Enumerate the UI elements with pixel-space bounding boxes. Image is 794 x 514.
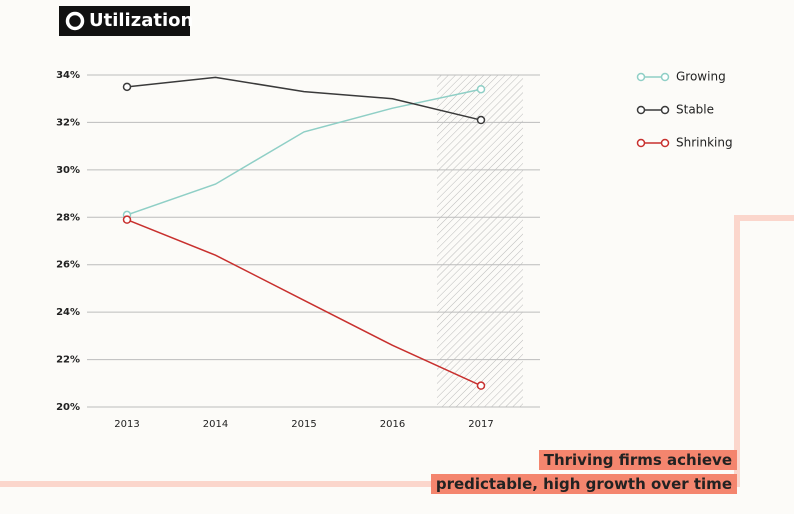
annotation: predictable, high growth over time bbox=[430, 474, 737, 494]
y-tick-label: 22% bbox=[56, 355, 80, 366]
y-tick-label: 30% bbox=[56, 165, 80, 176]
legend-marker bbox=[636, 105, 646, 115]
y-tick-label: 32% bbox=[56, 117, 80, 128]
legend-marker bbox=[660, 72, 670, 82]
chart-title: Utilization bbox=[89, 10, 193, 31]
series-line bbox=[126, 218, 482, 387]
point-marker bbox=[476, 381, 486, 390]
forecast-shade bbox=[437, 75, 523, 407]
series-line bbox=[126, 88, 482, 216]
point-marker bbox=[476, 84, 486, 94]
x-tick-label: 2014 bbox=[203, 419, 228, 430]
x-tick-label: 2013 bbox=[114, 419, 139, 430]
legend-marker bbox=[660, 105, 670, 115]
decor-line bbox=[0, 215, 794, 487]
legend-marker bbox=[660, 138, 670, 148]
point-marker bbox=[122, 82, 132, 92]
y-tick-label: 26% bbox=[56, 260, 80, 271]
x-tick-label: 2015 bbox=[291, 419, 316, 430]
title-icon bbox=[65, 11, 85, 31]
series-line bbox=[126, 76, 482, 121]
y-tick-label: 34% bbox=[56, 70, 80, 81]
legend-label: Shrinking bbox=[676, 136, 733, 150]
y-tick-label: 28% bbox=[56, 212, 80, 223]
point-marker bbox=[476, 115, 486, 125]
y-tick-label: 20% bbox=[56, 402, 80, 413]
legend-label: Stable bbox=[676, 103, 714, 117]
y-tick-label: 24% bbox=[56, 307, 80, 318]
x-tick-label: 2017 bbox=[468, 419, 493, 430]
legend-marker bbox=[636, 72, 646, 82]
point-marker bbox=[122, 215, 132, 224]
x-tick-label: 2016 bbox=[380, 419, 405, 430]
legend-marker bbox=[636, 138, 646, 148]
legend-label: Growing bbox=[676, 70, 726, 84]
annotation: Thriving firms achieve bbox=[538, 450, 737, 470]
